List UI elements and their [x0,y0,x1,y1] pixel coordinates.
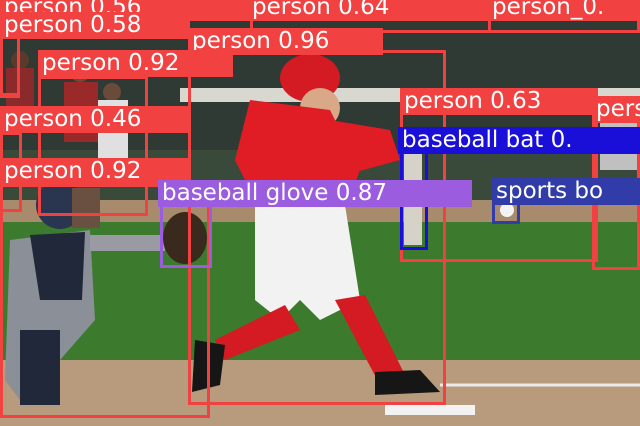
catcher-arm [90,235,165,251]
person-label: person 0.64 [248,0,493,21]
person-label: person 0.58 [0,12,190,39]
catchers-mitt [163,212,207,264]
sports-ball-box [492,202,520,224]
catcher-shinguard [20,330,60,405]
person-box [0,36,20,96]
catcher-mask [72,188,100,228]
person-box [0,184,210,418]
batter-shoe [375,370,440,395]
crowd-head [103,83,121,101]
baseball-glove-box [160,204,212,268]
person-label: person_0. [488,0,640,21]
catcher-chest-protector [30,232,85,300]
sports-ball-label: sports bo [492,178,640,205]
batter-right-sock [215,305,300,360]
home-plate [385,405,475,415]
crowd-head [11,51,29,69]
baseball-bat-label: baseball bat 0. [398,127,640,154]
baseball-glove-label: baseball glove 0.87 [158,180,472,207]
baseball [500,203,514,217]
batter-arm [330,120,400,175]
person-label: person 0.63 [400,88,598,115]
infield-dirt [0,360,640,426]
batter-left-sock [335,295,405,385]
person-box [38,76,148,216]
batter-pants [255,205,360,320]
person-label: person 0.46 [0,106,190,133]
person-label: person 0.92 [38,50,233,77]
person-label: pers [592,96,640,123]
